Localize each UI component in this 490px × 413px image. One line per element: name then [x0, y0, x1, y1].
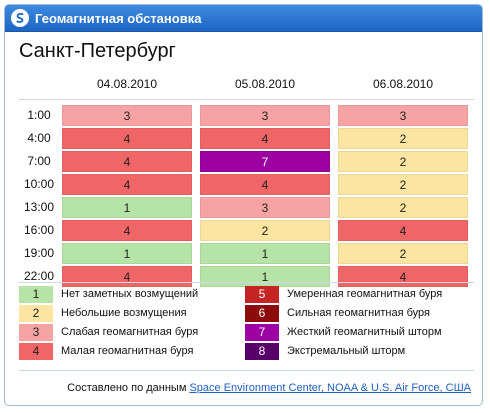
legend-swatch: 6 [245, 305, 279, 322]
widget-header: Геомагнитная обстановка [5, 5, 482, 32]
legend-label: Нет заметных возмущений [61, 288, 199, 300]
level-cell: 3 [62, 105, 192, 126]
level-cell: 2 [338, 197, 468, 218]
level-cell: 2 [338, 174, 468, 195]
level-cell: 3 [200, 197, 330, 218]
level-cell: 2 [338, 128, 468, 149]
level-cell: 3 [200, 105, 330, 126]
widget-title: Геомагнитная обстановка [35, 10, 202, 26]
legend-swatch: 8 [245, 343, 279, 360]
level-cell: 2 [338, 243, 468, 264]
source-prefix: Составлено по данным [67, 382, 187, 394]
level-cell: 1 [200, 266, 330, 287]
level-cell: 4 [200, 128, 330, 149]
legend-label: Экстремальный шторм [287, 345, 406, 357]
level-cell: 1 [62, 243, 192, 264]
legend-label: Слабая геомагнитная буря [61, 326, 199, 338]
source-link[interactable]: Space Environment Center, NOAA & U.S. Ai… [189, 382, 471, 394]
date-header: 05.08.2010 [234, 77, 296, 91]
time-label: 10:00 [23, 177, 55, 191]
level-cell: 1 [200, 243, 330, 264]
date-header: 06.08.2010 [372, 77, 434, 91]
level-cell: 4 [62, 128, 192, 149]
level-cell: 3 [338, 105, 468, 126]
source-credit: Составлено по данным Space Environment C… [5, 382, 471, 394]
level-cell: 7 [200, 151, 330, 172]
legend-swatch: 4 [19, 343, 53, 360]
time-label: 4:00 [27, 131, 51, 145]
level-cell: 1 [62, 197, 192, 218]
level-cell: 4 [338, 266, 468, 287]
level-cell: 4 [62, 220, 192, 241]
time-label: 13:00 [23, 200, 55, 214]
geomagnetic-widget: Геомагнитная обстановка Санкт-Петербург … [4, 4, 483, 406]
level-cell: 4 [338, 220, 468, 241]
legend-swatch: 7 [245, 324, 279, 341]
level-cell: 4 [62, 174, 192, 195]
time-label: 19:00 [23, 246, 55, 260]
legend-label: Небольшие возмущения [61, 307, 187, 319]
legend-swatch: 5 [245, 286, 279, 303]
level-cell: 2 [200, 220, 330, 241]
level-cell: 2 [338, 151, 468, 172]
legend-divider [19, 282, 474, 283]
legend-label: Жесткий геомагнитный шторм [287, 326, 442, 338]
service-logo-icon [11, 9, 29, 27]
date-header: 04.08.2010 [96, 77, 158, 91]
legend-label: Малая геомагнитная буря [61, 345, 194, 357]
legend-swatch: 2 [19, 305, 53, 322]
time-label: 22:00 [23, 269, 55, 283]
legend-label: Умеренная геомагнитная буря [287, 288, 443, 300]
footer-divider [19, 370, 474, 371]
city-name: Санкт-Петербург [19, 40, 176, 62]
legend-swatch: 1 [19, 286, 53, 303]
time-label: 16:00 [23, 223, 55, 237]
header-divider [19, 99, 474, 100]
level-cell: 4 [200, 174, 330, 195]
time-label: 1:00 [27, 108, 51, 122]
level-cell: 4 [62, 266, 192, 287]
legend-swatch: 3 [19, 324, 53, 341]
time-label: 7:00 [27, 154, 51, 168]
level-cell: 4 [62, 151, 192, 172]
legend-label: Сильная геомагнитная буря [287, 307, 430, 319]
